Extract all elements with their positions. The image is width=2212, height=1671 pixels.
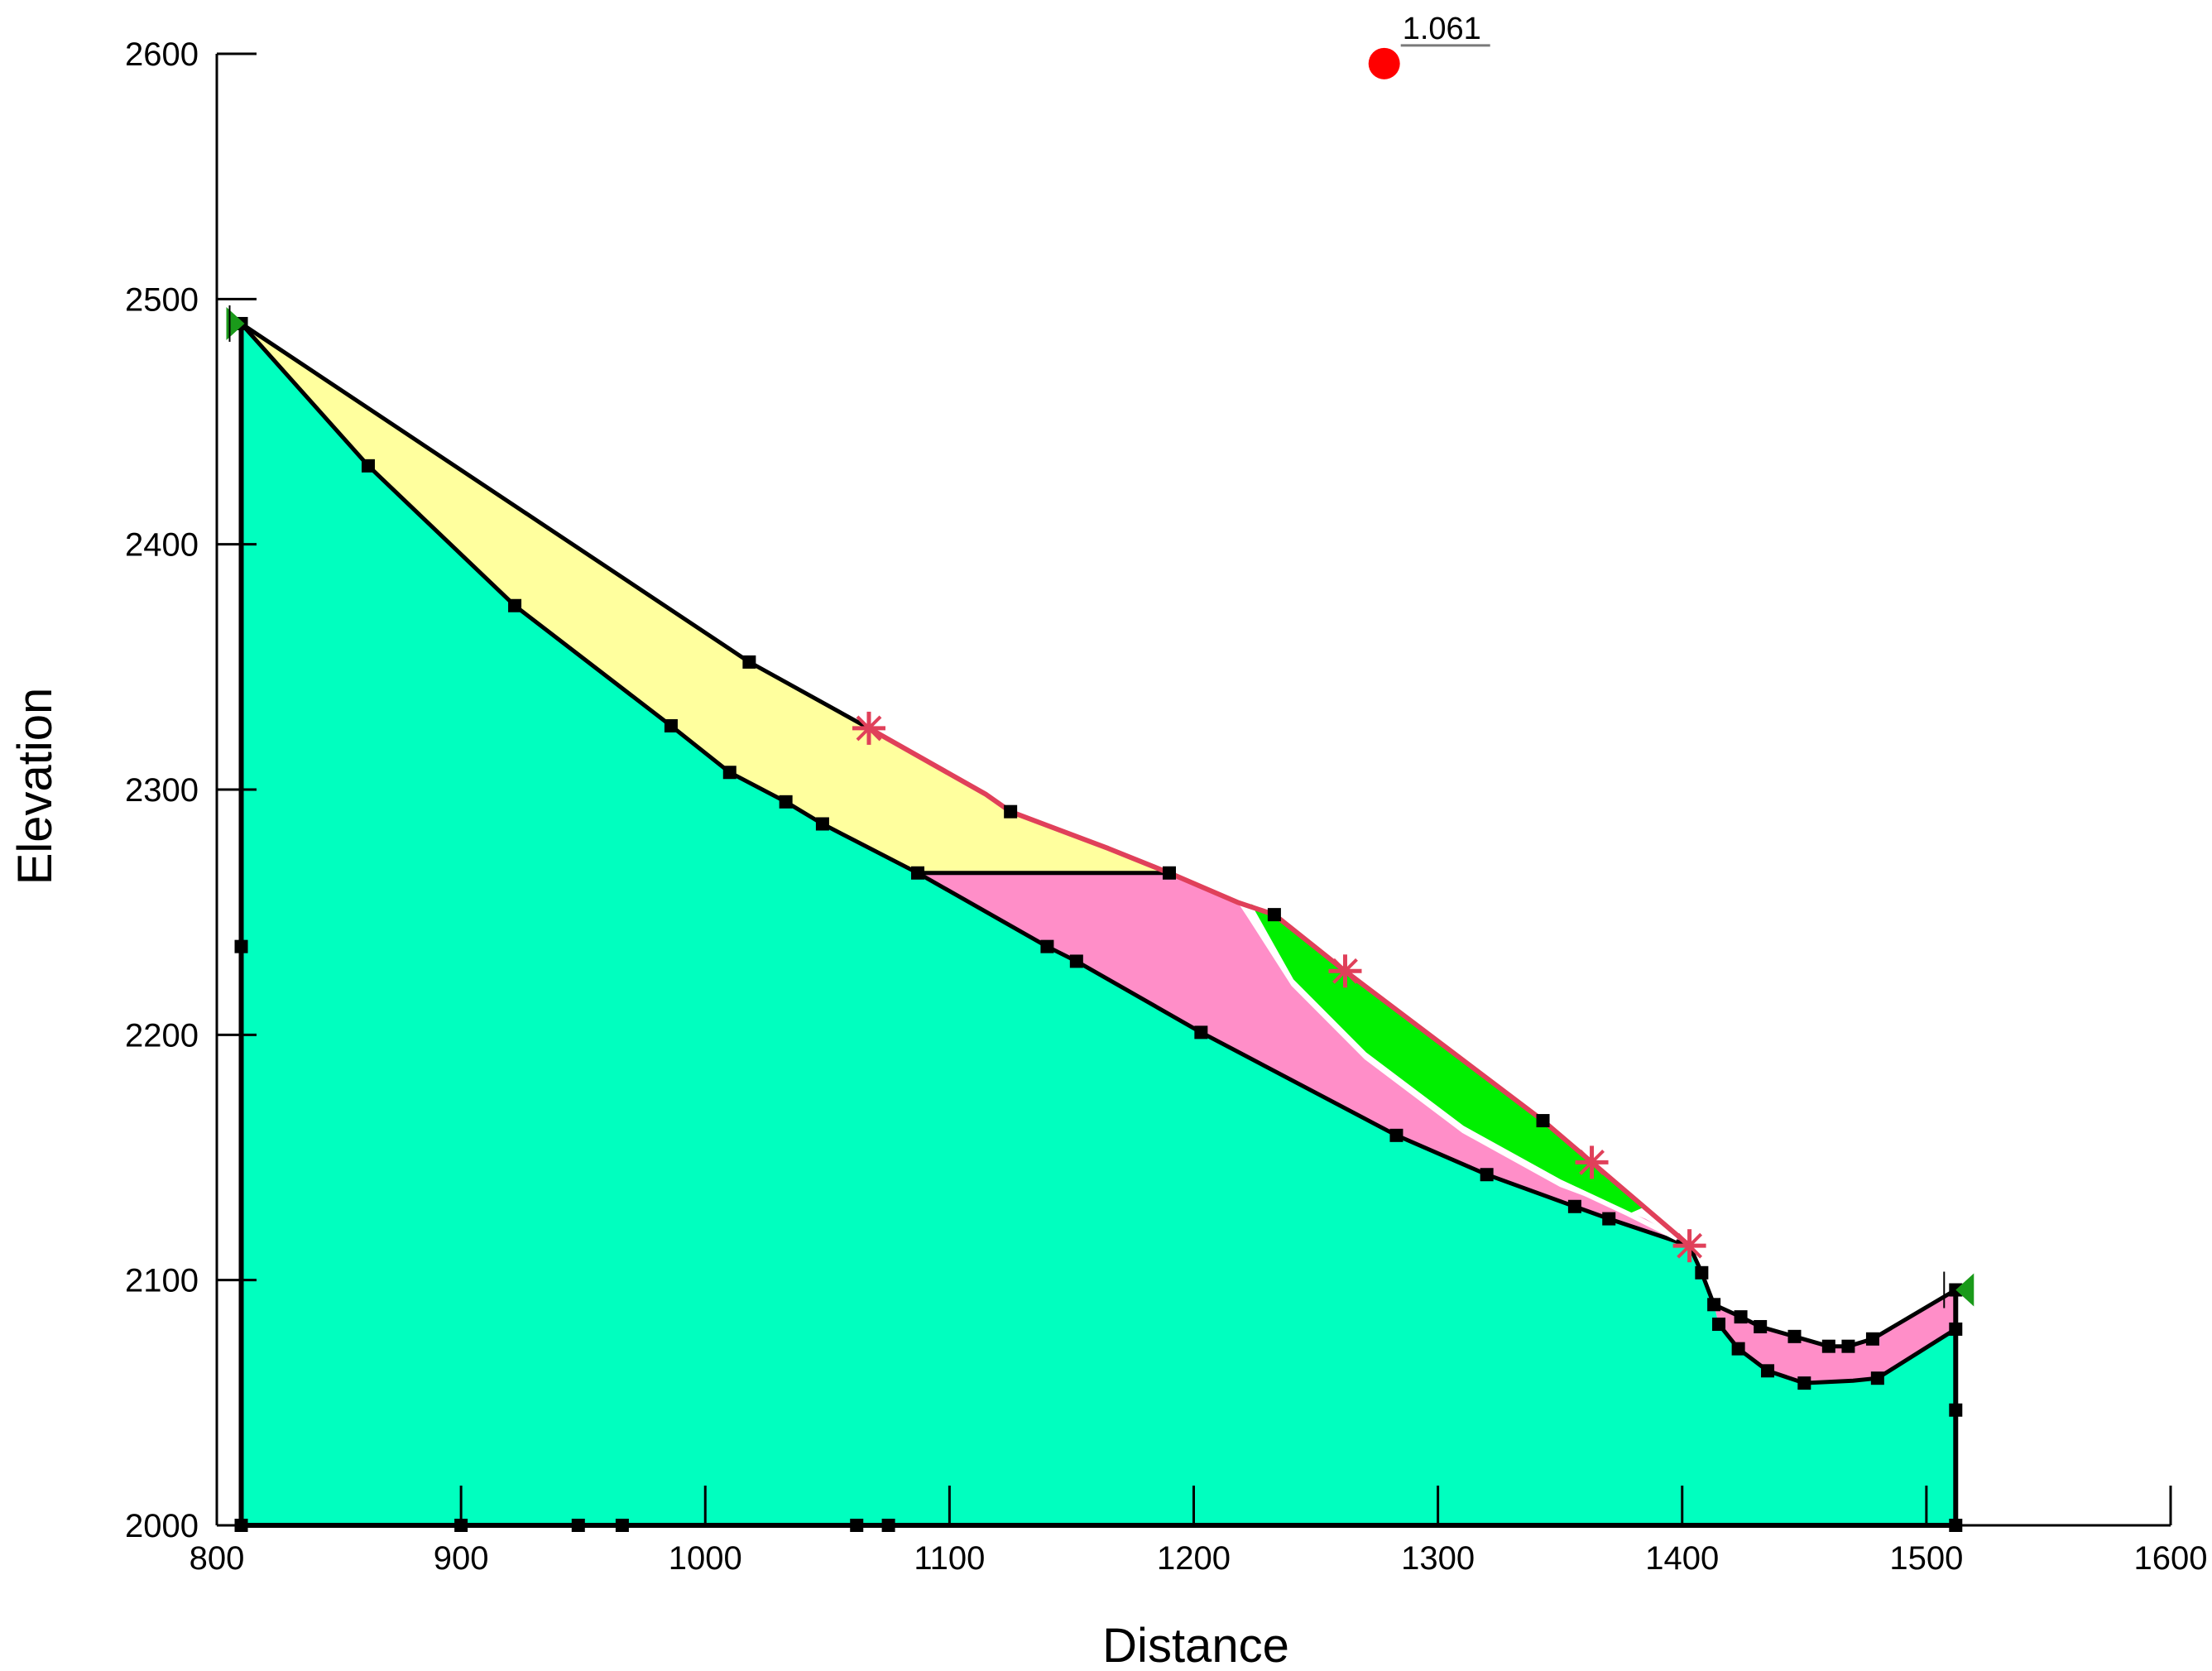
node-marker <box>1761 1364 1775 1378</box>
node-marker <box>1841 1339 1855 1353</box>
node-marker <box>1389 1128 1403 1142</box>
node-marker <box>779 795 793 809</box>
node-marker <box>664 718 678 732</box>
x-tick-label: 1200 <box>1157 1540 1231 1577</box>
y-tick-label: 2300 <box>125 772 199 809</box>
y-tick-label: 2500 <box>125 281 199 318</box>
node-marker <box>1480 1168 1494 1182</box>
node-marker <box>1162 866 1176 880</box>
slip-marker <box>1328 954 1362 988</box>
node-marker <box>508 598 522 612</box>
node-marker <box>1536 1114 1550 1128</box>
node-marker <box>1865 1332 1879 1346</box>
axes: 800 900 1000 1100 1200 1300 1400 1500 1600 2000 21… <box>125 36 2207 1577</box>
slip-marker <box>852 711 885 745</box>
node-marker <box>1731 1342 1745 1356</box>
critical-slip-line <box>867 726 1691 1248</box>
fos-point <box>1368 47 1400 79</box>
node-marker <box>234 939 248 953</box>
x-tick-label: 1600 <box>2134 1540 2208 1577</box>
x-tick-label: 1100 <box>914 1540 985 1577</box>
material-boundary-line <box>239 322 1691 1248</box>
x-axis-label: Distance <box>1102 1619 1289 1671</box>
boundary-flag-icon <box>226 306 245 340</box>
x-tick-label: 900 <box>434 1540 489 1577</box>
factor-of-safety-label: 1.061 <box>1403 12 1481 46</box>
node-marker <box>1707 1298 1721 1312</box>
node-marker <box>911 866 925 880</box>
y-tick-label: 2000 <box>125 1508 199 1544</box>
node-marker <box>1754 1319 1768 1333</box>
slip-marker <box>1672 1229 1706 1263</box>
node-marker <box>1567 1199 1581 1213</box>
node-marker <box>1787 1329 1802 1343</box>
geometry-nodes <box>226 305 1974 1532</box>
node-marker <box>1949 1403 1963 1417</box>
region-slide-mass <box>918 872 1690 1246</box>
node-marker <box>1821 1339 1835 1353</box>
y-tick-label: 2600 <box>125 36 199 73</box>
node-marker <box>1040 939 1054 953</box>
slip-marker <box>1575 1145 1609 1179</box>
x-tick-label: 1000 <box>669 1540 742 1577</box>
node-marker <box>1069 954 1083 968</box>
x-tick-label: 1500 <box>1889 1540 1963 1577</box>
x-tick-label: 1300 <box>1401 1540 1475 1577</box>
y-tick-label: 2100 <box>125 1263 199 1299</box>
region-bedrock <box>241 324 1956 1525</box>
node-marker <box>1797 1376 1811 1390</box>
x-tick-label: 1400 <box>1645 1540 1719 1577</box>
node-marker <box>815 817 829 831</box>
node-marker <box>722 766 737 780</box>
node-marker <box>1949 1322 1963 1336</box>
node-marker <box>1734 1310 1748 1324</box>
node-marker <box>361 459 375 473</box>
node-marker <box>1004 804 1018 819</box>
node-marker <box>742 655 756 669</box>
node-marker <box>1870 1371 1884 1385</box>
node-marker <box>1194 1025 1208 1040</box>
region-toe-slide <box>1714 1289 1956 1384</box>
y-tick-label: 2200 <box>125 1017 199 1054</box>
slip-surface-line <box>1245 900 1679 1241</box>
y-tick-label: 2400 <box>125 527 199 564</box>
node-marker <box>1602 1212 1616 1226</box>
node-marker <box>1695 1265 1709 1280</box>
node-marker <box>1267 908 1281 922</box>
y-axis-label: Elevation <box>8 688 62 886</box>
material-regions <box>241 324 1956 1525</box>
fos-marker-group: 1.061 <box>1368 12 1490 79</box>
boundary-flag-icon <box>1955 1273 1974 1307</box>
node-marker <box>1712 1318 1726 1332</box>
x-tick-label: 800 <box>190 1540 245 1577</box>
